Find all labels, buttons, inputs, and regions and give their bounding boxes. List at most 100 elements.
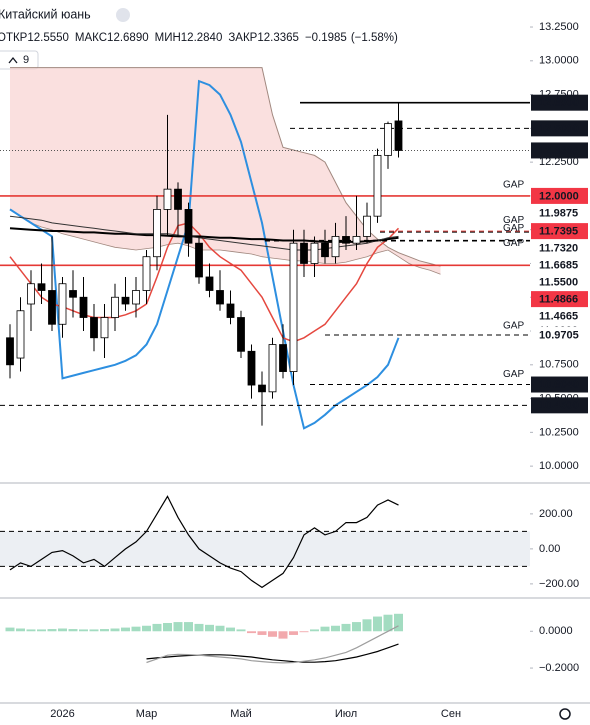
- histogram-bar: [110, 628, 120, 632]
- change-percent: (−1.58%): [351, 32, 398, 44]
- level-label-bg: [531, 327, 588, 344]
- level-label: 10.9705: [539, 329, 579, 341]
- level-label: 12.5000: [539, 123, 579, 135]
- candle-body: [247, 350, 256, 386]
- cloud: [10, 67, 441, 275]
- level-label-bg: [531, 223, 588, 240]
- candle-body: [69, 290, 77, 298]
- candle-body: [384, 123, 392, 156]
- level-label: 11.5500: [539, 277, 578, 289]
- x-tick-label: Май: [230, 708, 252, 720]
- level-label-bg: [531, 204, 588, 221]
- histogram-bar: [121, 627, 130, 632]
- x-tick-label: Сен: [441, 708, 461, 720]
- candle-body: [100, 317, 109, 339]
- candle-body: [58, 283, 67, 325]
- candle-body: [268, 344, 277, 393]
- ohlc-key: ОТКР: [0, 32, 28, 44]
- y-tick-label: 12.2500: [539, 156, 579, 168]
- indicator-line: [9, 222, 400, 343]
- macd-line: [146, 625, 399, 664]
- ohlc-key: МИН: [155, 32, 181, 44]
- histogram-bar: [47, 629, 57, 632]
- y-tick-label: 10.0000: [539, 460, 579, 472]
- histogram-bar: [142, 625, 151, 632]
- gap-label: GAP: [503, 223, 524, 234]
- candle-body: [163, 188, 172, 210]
- level-label: 12.0000: [539, 190, 579, 202]
- histogram-bar: [331, 625, 340, 632]
- candle-body: [394, 120, 403, 151]
- macd-line: [146, 643, 399, 663]
- histogram-bar: [257, 631, 267, 635]
- ohlc-value: 12.3365: [257, 32, 299, 44]
- histogram-bar: [310, 629, 319, 632]
- y-tick-label: −0.2000: [539, 662, 579, 674]
- level-label: 10.4500: [539, 400, 579, 412]
- candle-body: [279, 344, 287, 372]
- cci-line: [9, 495, 399, 589]
- status-icon[interactable]: [116, 8, 130, 22]
- candle-body: [79, 296, 88, 318]
- level-label: 12.6900: [539, 97, 579, 109]
- level-label-bg: [531, 240, 588, 257]
- histogram-bar: [194, 623, 204, 632]
- indicator-line: [9, 79, 400, 430]
- ohlc-header: ОТКР12.5550 МАКС12.6890 МИН12.2840 ЗАКР12.3…: [0, 32, 398, 44]
- change-value: −0.1985: [305, 32, 347, 44]
- histogram-bar: [247, 631, 256, 634]
- indicator-period: 9: [23, 54, 29, 66]
- histogram-bar: [89, 629, 99, 632]
- y-tick-label: 0.00: [539, 543, 560, 555]
- candle-body: [16, 310, 25, 359]
- ohlc-value: 12.5550: [27, 32, 69, 44]
- histogram-bar: [289, 631, 298, 635]
- y-tick-label: 0.0000: [539, 625, 573, 637]
- histogram-bar: [383, 614, 393, 632]
- gap-label: GAP: [503, 215, 524, 226]
- candle-body: [321, 242, 329, 258]
- histogram-bar: [100, 629, 109, 632]
- candle-body: [352, 236, 361, 244]
- candle-body: [174, 188, 182, 210]
- candle-body: [258, 384, 266, 393]
- histogram-bar: [299, 631, 309, 633]
- y-tick-label: −200.00: [539, 578, 579, 590]
- histogram-bar: [79, 629, 88, 632]
- candle-body: [310, 242, 319, 264]
- level-label: 11.7320: [539, 243, 578, 255]
- histogram-bar: [58, 628, 67, 632]
- histogram-bar: [205, 624, 214, 632]
- candle-body: [331, 236, 340, 258]
- settings-icon[interactable]: [559, 708, 571, 720]
- level-label: 11.4665: [539, 311, 578, 323]
- histogram-bar: [152, 623, 162, 632]
- ohlc-value: 12.2840: [181, 32, 223, 44]
- x-tick-label: Июл: [335, 708, 357, 720]
- histogram-bar: [68, 629, 78, 632]
- histogram-bar: [278, 631, 288, 639]
- level-label-bg: [531, 308, 588, 325]
- histogram-bar: [215, 625, 225, 632]
- level-label-bg: [531, 376, 588, 393]
- chevron-icon: [8, 56, 18, 64]
- candle-body: [300, 242, 308, 264]
- level-label-bg: [531, 397, 588, 414]
- level-label: 11.6685: [539, 260, 578, 272]
- histogram-bar: [163, 622, 172, 632]
- cloud-edge: [9, 209, 441, 275]
- level-label-bg: [531, 291, 588, 308]
- level-label-bg: [531, 257, 588, 274]
- histogram-bar: [173, 622, 183, 632]
- candle-body: [142, 256, 151, 291]
- histogram-bar: [341, 623, 351, 632]
- indicator-toggle[interactable]: [0, 50, 39, 70]
- histogram-bar: [236, 629, 246, 632]
- histogram-bar: [26, 629, 36, 632]
- histogram-bar: [226, 627, 235, 632]
- gap-label: GAP: [503, 320, 524, 331]
- ohlc-key: МАКС: [75, 32, 107, 44]
- candle-body: [37, 283, 46, 291]
- histogram-bar: [5, 627, 15, 632]
